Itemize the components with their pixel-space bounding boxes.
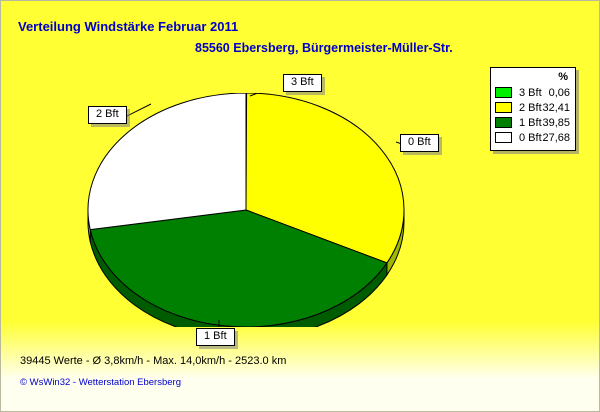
legend-value-3bft: 0,06 [548,86,570,99]
legend-swatch-3bft [495,87,512,98]
legend-swatch-1bft [495,117,512,128]
pie-top-face [87,93,405,327]
pie-slice-0bft [87,93,247,231]
page-subtitle: 85560 Ebersberg, Bürgermeister-Müller-St… [195,41,453,55]
legend-swatch-2bft [495,102,512,113]
legend-unit-header: % [558,71,568,83]
legend-label-0bft: 0 Bft [519,131,542,144]
legend-label-1bft: 1 Bft [519,116,542,129]
credit-line: © WsWin32 - Wetterstation Ebersberg [20,377,181,388]
legend-value-2bft: 32,41 [542,101,570,114]
legend-value-1bft: 39,85 [542,116,570,129]
pie-leader-lines [122,93,405,327]
legend-row-2bft: 2 Bft 32,41 [495,100,571,115]
statistics-line: 39445 Werte - Ø 3,8km/h - Max. 14,0km/h … [20,355,287,367]
pie-chart [87,93,405,327]
pie-label-1bft: 1 Bft [196,328,235,346]
legend: % 3 Bft 0,06 2 Bft 32,41 1 Bft 39,85 0 B… [490,67,576,151]
legend-label-2bft: 2 Bft [519,101,542,114]
legend-swatch-0bft [495,132,512,143]
pie-slice-1bft [89,209,388,327]
page-title: Verteilung Windstärke Februar 2011 [18,19,239,34]
pie-label-0bft: 0 Bft [400,134,439,152]
legend-label-3bft: 3 Bft [519,86,542,99]
legend-value-0bft: 27,68 [542,131,570,144]
pie-chart-svg [87,93,405,327]
legend-row-3bft: 3 Bft 0,06 [495,85,571,100]
legend-row-0bft: 0 Bft 27,68 [495,130,571,145]
legend-row-1bft: 1 Bft 39,85 [495,115,571,130]
pie-label-3bft: 3 Bft [283,74,322,92]
pie-label-2bft: 2 Bft [88,106,127,124]
pie-slice-2bft [245,93,405,264]
